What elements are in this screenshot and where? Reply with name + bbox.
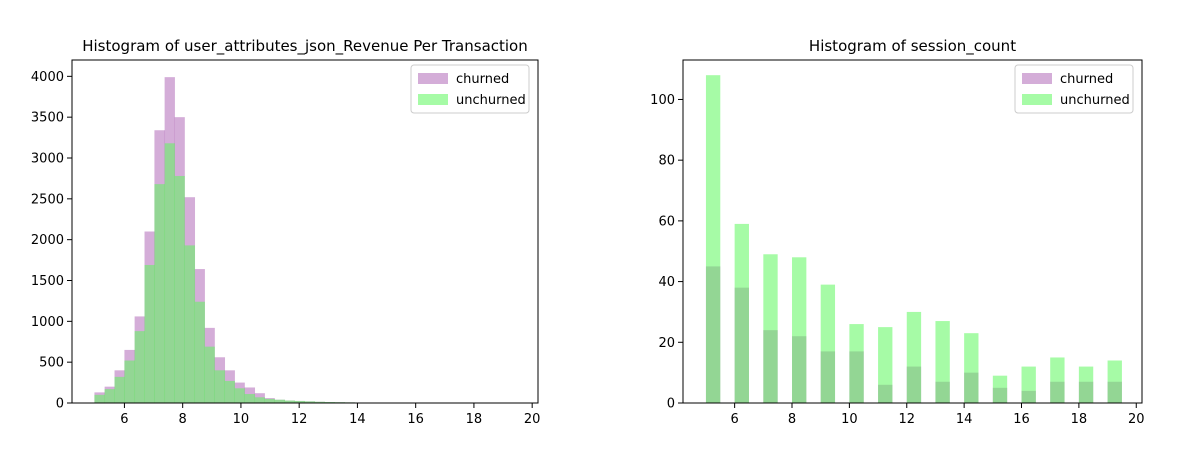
bar-unchurned <box>204 346 215 403</box>
x-tick-label: 8 <box>788 412 796 427</box>
y-tick-label: 40 <box>658 275 675 290</box>
bar-unchurned <box>906 311 922 403</box>
x-tick-label: 18 <box>466 412 483 427</box>
bar-unchurned <box>264 398 275 403</box>
bar-unchurned <box>244 394 256 403</box>
bar-unchurned <box>1078 366 1094 403</box>
bar-unchurned <box>849 324 864 403</box>
bar-unchurned <box>964 333 979 403</box>
legend-label-churned: churned <box>1060 72 1113 87</box>
legend: churned unchurned <box>410 64 530 114</box>
bar-unchurned <box>214 370 226 403</box>
x-tick-label: 8 <box>179 412 187 427</box>
y-tick-label: 60 <box>658 214 675 229</box>
y-tick-label: 3000 <box>31 152 64 167</box>
x-tick-label: 20 <box>524 412 541 427</box>
bar-unchurned <box>124 360 136 403</box>
chart-title: Histogram of user_attributes_json_Revenu… <box>82 37 528 56</box>
axes-frame <box>71 59 539 404</box>
chart-2: Histogram of session_count 6 8 10 12 14 16 18 20… <box>650 37 1144 427</box>
x-tick-label: 6 <box>730 412 738 427</box>
x-tick-label: 14 <box>349 412 366 427</box>
series-unchurned <box>705 75 1122 403</box>
chart-title: Histogram of session_count <box>809 37 1016 56</box>
bar-unchurned <box>705 75 721 403</box>
y-tick-label: 4000 <box>31 70 64 85</box>
axes-frame <box>682 59 1143 404</box>
bar-unchurned <box>274 399 286 403</box>
bar-unchurned <box>792 257 807 403</box>
bar-unchurned <box>1050 357 1065 403</box>
y-tick-label: 80 <box>658 154 675 169</box>
legend-swatch-churned <box>418 73 448 84</box>
chart-1: Histogram of user_attributes_json_Revenu… <box>31 37 541 427</box>
bar-unchurned <box>164 143 175 404</box>
legend-label-unchurned: unchurned <box>1060 93 1130 108</box>
x-tick-label: 10 <box>233 412 250 427</box>
y-tick-label: 1000 <box>31 315 64 330</box>
bar-unchurned <box>1107 360 1122 403</box>
x-tick-label: 16 <box>407 412 424 427</box>
y-tick-label: 1500 <box>31 274 64 289</box>
bar-unchurned <box>314 401 325 403</box>
legend-swatch-churned <box>1022 73 1052 84</box>
bar-unchurned <box>194 301 205 403</box>
bar-unchurned <box>294 400 305 403</box>
y-tick-label: 0 <box>667 397 675 412</box>
x-tick-label: 12 <box>291 412 308 427</box>
bar-unchurned <box>104 389 115 403</box>
bar-unchurned <box>734 223 749 403</box>
x-tick-label: 20 <box>1128 412 1145 427</box>
bar-unchurned <box>935 321 950 403</box>
y-tick-label: 2500 <box>31 192 64 207</box>
bar-unchurned <box>1021 366 1036 403</box>
y-tick-label: 2000 <box>31 233 64 248</box>
x-tick-label: 18 <box>1071 412 1088 427</box>
bar-unchurned <box>144 264 155 403</box>
y-tick-label: 20 <box>658 336 675 351</box>
bar-unchurned <box>763 254 778 403</box>
legend: churned unchurned <box>1014 64 1134 114</box>
bar-unchurned <box>254 397 265 403</box>
x-tick-label: 12 <box>898 412 915 427</box>
series-unchurned <box>94 143 445 404</box>
x-tick-label: 16 <box>1013 412 1030 427</box>
bar-unchurned <box>304 401 316 403</box>
bar-unchurned <box>174 175 185 403</box>
y-tick-label: 3500 <box>31 111 64 126</box>
bar-unchurned <box>114 376 125 403</box>
bar-unchurned <box>154 184 166 403</box>
legend-label-churned: churned <box>456 72 509 87</box>
bar-unchurned <box>134 331 145 403</box>
bar-unchurned <box>284 400 295 403</box>
x-tick-label: 14 <box>956 412 973 427</box>
x-tick-label: 6 <box>120 412 128 427</box>
legend-swatch-unchurned <box>418 94 448 105</box>
bar-unchurned <box>992 375 1008 403</box>
legend-swatch-unchurned <box>1022 94 1052 105</box>
bar-unchurned <box>94 394 106 403</box>
bar-unchurned <box>234 388 245 403</box>
y-tick-label: 0 <box>56 397 64 412</box>
bar-unchurned <box>224 380 235 403</box>
bar-unchurned <box>820 284 836 403</box>
bar-unchurned <box>184 245 196 403</box>
legend-label-unchurned: unchurned <box>456 93 526 108</box>
bar-unchurned <box>878 327 893 403</box>
y-tick-label: 100 <box>650 93 675 108</box>
y-tick-label: 500 <box>39 356 64 371</box>
x-tick-label: 10 <box>841 412 858 427</box>
